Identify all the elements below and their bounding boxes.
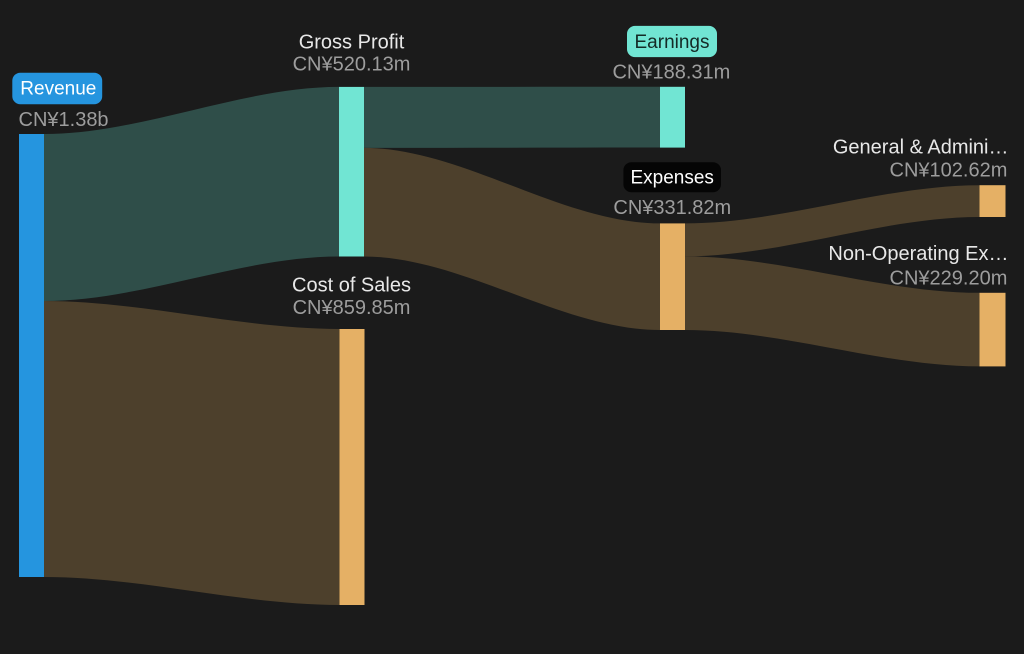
svg-text:CN¥859.85m: CN¥859.85m (293, 297, 411, 319)
svg-text:CN¥331.82m: CN¥331.82m (613, 197, 731, 219)
svg-text:Gross Profit: Gross Profit (299, 32, 405, 54)
svg-text:Expenses: Expenses (630, 168, 713, 189)
svg-text:CN¥102.62m: CN¥102.62m (890, 159, 1008, 181)
svg-text:General & Admini…: General & Admini… (833, 137, 1009, 159)
svg-text:CN¥520.13m: CN¥520.13m (293, 54, 411, 76)
svg-text:Earnings: Earnings (635, 32, 710, 53)
svg-text:Cost of Sales: Cost of Sales (292, 275, 411, 297)
svg-text:CN¥1.38b: CN¥1.38b (19, 109, 109, 131)
svg-text:CN¥188.31m: CN¥188.31m (612, 62, 730, 84)
svg-text:Non-Operating Ex…: Non-Operating Ex… (828, 243, 1008, 265)
svg-text:CN¥229.20m: CN¥229.20m (890, 268, 1008, 290)
svg-text:Revenue: Revenue (20, 78, 96, 99)
